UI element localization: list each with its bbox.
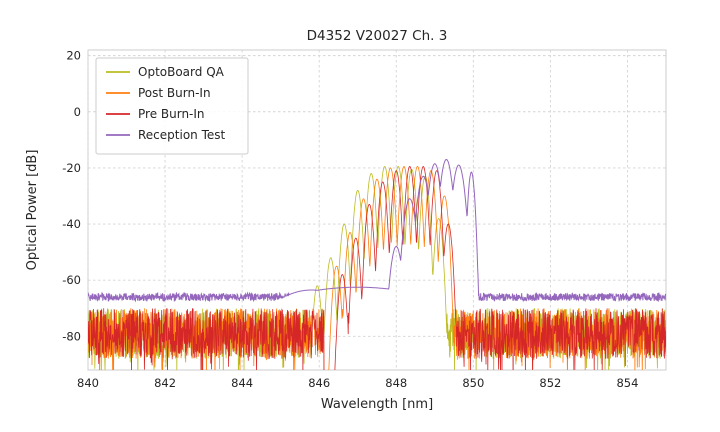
y-tick-label: -20 — [62, 161, 81, 175]
x-tick-label: 848 — [385, 376, 407, 390]
legend: OptoBoard QA Post Burn-In Pre Burn-In Recep… — [95, 57, 249, 155]
tick-labels: 840 842 844 846 848 850 852 854 20 0 -20 -40 -60 -80 — [62, 49, 638, 390]
series-line-reception-test — [88, 159, 666, 303]
series-line-pre-burn-in — [88, 166, 666, 370]
legend-label: Pre Burn-In — [138, 107, 205, 121]
legend-label: OptoBoard QA — [138, 65, 225, 79]
x-tick-label: 840 — [77, 376, 99, 390]
legend-label: Post Burn-In — [138, 86, 211, 100]
x-tick-label: 846 — [308, 376, 330, 390]
x-tick-label: 850 — [462, 376, 484, 390]
chart-title: D4352 V20027 Ch. 3 — [307, 28, 448, 44]
y-tick-label: -40 — [62, 217, 81, 231]
x-axis-label: Wavelength [nm] — [321, 397, 433, 412]
legend-label: Reception Test — [138, 128, 226, 142]
y-tick-label: -80 — [62, 329, 81, 343]
x-tick-label: 844 — [231, 376, 253, 390]
y-tick-label: 20 — [66, 49, 81, 63]
y-tick-label: 0 — [74, 105, 81, 119]
x-tick-label: 852 — [539, 376, 561, 390]
series-group — [88, 159, 666, 370]
x-tick-label: 854 — [616, 376, 638, 390]
legend-box — [95, 57, 249, 155]
y-tick-label: -60 — [62, 273, 81, 287]
y-axis-label: Optical Power [dB] — [25, 150, 40, 271]
x-tick-label: 842 — [154, 376, 176, 390]
